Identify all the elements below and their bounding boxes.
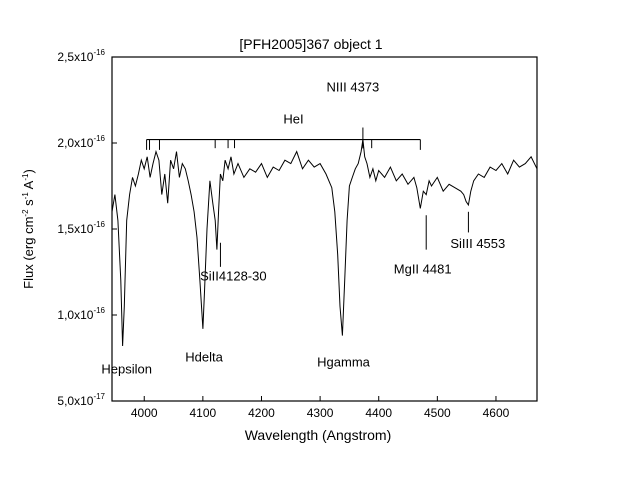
y-axis: 5,0x10-171,0x10-161,5x10-162,0x10-162,5x…: [57, 48, 117, 408]
y-axis-label: Flux (erg cm-2 s-1 A-1): [21, 169, 36, 289]
y-tick-mantissa: 5,0x10: [57, 394, 93, 408]
balmer-label: Hgamma: [317, 355, 371, 370]
spectrum-line: [111, 139, 538, 347]
ylabel-mid-1: s: [21, 199, 36, 210]
x-tick-label: 4100: [190, 406, 217, 420]
niii-label: NIII 4373: [327, 79, 380, 94]
y-tick-mantissa: 1,5x10: [57, 222, 93, 236]
metal-line-label: SiIII 4553: [450, 236, 505, 251]
y-tick-label: 2,0x10-16: [57, 134, 105, 150]
metal-line-label: SiII4128-30: [200, 269, 267, 284]
y-tick-label: 1,0x10-16: [57, 306, 105, 322]
x-tick-label: 4300: [307, 406, 334, 420]
x-axis: 4000 4100 4200 4300 4400 4500 4600: [131, 396, 510, 420]
plot-frame: [111, 56, 538, 402]
chart-title: [PFH2005]367 object 1: [239, 36, 382, 52]
balmer-label: Hdelta: [185, 349, 223, 364]
y-tick-label: 5,0x10-17: [57, 392, 105, 408]
x-tick-label: 4000: [131, 406, 158, 420]
x-tick-label: 4600: [483, 406, 510, 420]
x-tick-label: 4200: [248, 406, 275, 420]
y-tick-exponent: -16: [93, 306, 105, 315]
y-tick-mantissa: 2,0x10: [57, 136, 93, 150]
ylabel-prefix: Flux (erg cm: [21, 217, 36, 289]
ylabel-mid-2: A: [21, 180, 36, 192]
ylabel-suffix: ): [21, 169, 36, 173]
x-tick-label: 4400: [365, 406, 392, 420]
y-tick-label: 1,5x10-16: [57, 220, 105, 236]
x-tick-label: 4500: [424, 406, 451, 420]
ylabel-sup-3: -1: [21, 173, 30, 181]
y-tick-mantissa: 1,0x10: [57, 308, 93, 322]
hei-label: HeI: [283, 112, 303, 127]
y-tick-mantissa: 2,5x10: [57, 50, 93, 64]
y-tick-exponent: -16: [93, 48, 105, 57]
line-annotations: HeI NIII 4373 Hepsilon Hdelta Hgamma SiII4128…: [101, 79, 505, 376]
balmer-label: Hepsilon: [101, 361, 152, 376]
x-axis-label: Wavelength (Angstrom): [245, 427, 392, 443]
y-tick-exponent: -16: [93, 134, 105, 143]
ylabel-sup-2: -1: [21, 192, 30, 200]
y-tick-label: 2,5x10-16: [57, 48, 105, 64]
ylabel-sup-1: -2: [21, 209, 30, 217]
plot-area: [111, 56, 538, 402]
metal-line-label: MgII 4481: [394, 262, 452, 277]
y-tick-exponent: -17: [93, 392, 105, 401]
y-tick-exponent: -16: [93, 220, 105, 229]
